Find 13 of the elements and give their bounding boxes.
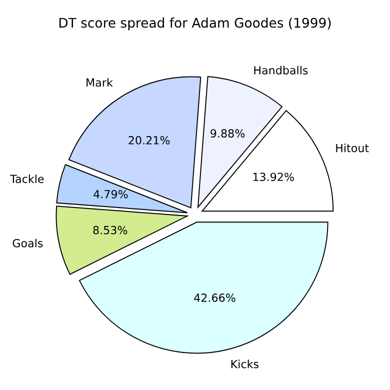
chart-title: DT score spread for Adam Goodes (1999) <box>59 18 331 30</box>
slice-label: Goals <box>12 238 43 248</box>
slice-label: Handballs <box>254 66 308 74</box>
data-label: 4.79% <box>94 190 128 198</box>
slice-label: Tackle <box>10 174 44 184</box>
data-label: 42.66% <box>194 294 236 302</box>
data-label: 20.21% <box>128 136 170 144</box>
slice-label: Kicks <box>231 360 258 368</box>
slice-label: Mark <box>86 78 113 87</box>
slice-label: Hitout <box>336 144 369 152</box>
data-label: 9.88% <box>210 129 245 138</box>
data-label: 8.53% <box>93 226 128 234</box>
data-label: 13.92% <box>253 172 294 182</box>
